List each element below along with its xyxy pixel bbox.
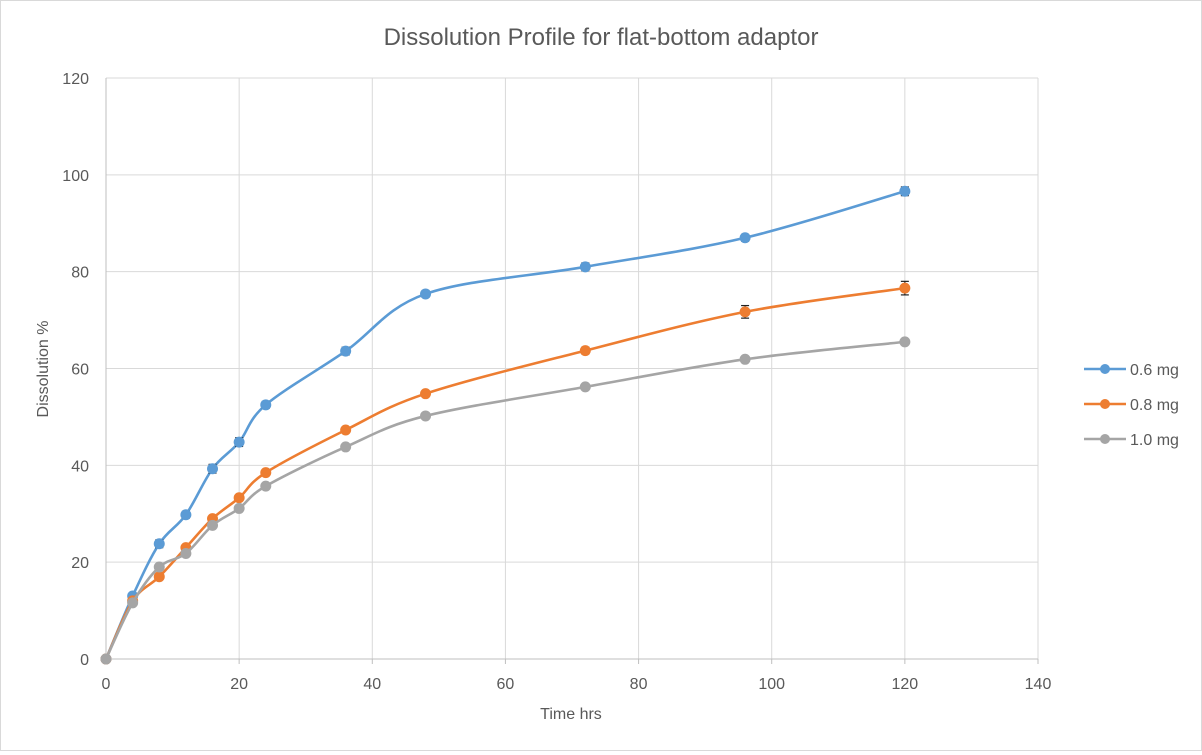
data-point xyxy=(579,261,591,273)
data-point xyxy=(340,424,352,436)
data-point xyxy=(153,571,165,583)
y-tick-label: 40 xyxy=(71,458,89,475)
series-2 xyxy=(100,336,911,665)
legend-label: 0.6 mg xyxy=(1130,362,1179,379)
axes: 0 20 40 60 80 100 120 0 20 40 60 80 100 120 140 xyxy=(62,71,1051,693)
data-point xyxy=(233,436,245,448)
data-point xyxy=(233,492,245,504)
data-point xyxy=(180,547,192,559)
data-point xyxy=(739,306,751,318)
data-point xyxy=(340,441,352,453)
legend-marker xyxy=(1100,364,1110,374)
data-point xyxy=(739,353,751,365)
chart-title: Dissolution Profile for flat-bottom adap… xyxy=(384,24,819,51)
y-tick-label: 20 xyxy=(71,555,89,572)
y-tick-label: 60 xyxy=(71,362,89,379)
legend-label: 1.0 mg xyxy=(1130,432,1179,449)
y-axis-label: Dissolution % xyxy=(35,321,52,418)
data-point xyxy=(100,653,112,665)
data-point xyxy=(233,502,245,514)
data-point xyxy=(180,509,192,521)
x-tick-label: 100 xyxy=(758,676,785,693)
data-point xyxy=(579,381,591,393)
data-point xyxy=(579,345,591,357)
grid xyxy=(106,77,1039,659)
y-tick-label: 120 xyxy=(62,71,89,88)
x-tick-label: 0 xyxy=(102,676,111,693)
y-tick-label: 100 xyxy=(62,168,89,185)
data-point xyxy=(260,467,272,479)
legend: 0.6 mg 0.8 mg 1.0 mg xyxy=(1084,362,1179,449)
data-point xyxy=(340,345,352,357)
legend-marker xyxy=(1100,399,1110,409)
data-point xyxy=(153,538,165,550)
x-tick-label: 20 xyxy=(230,676,248,693)
y-tick-label: 0 xyxy=(80,652,89,669)
legend-item: 1.0 mg xyxy=(1084,432,1179,449)
data-point xyxy=(207,519,219,531)
data-point xyxy=(899,282,911,294)
data-point xyxy=(899,336,911,348)
data-point xyxy=(153,561,165,573)
y-tick-label: 80 xyxy=(71,265,89,282)
data-point xyxy=(207,463,219,475)
x-tick-label: 80 xyxy=(630,676,648,693)
data-point xyxy=(899,185,911,197)
x-tick-label: 40 xyxy=(363,676,381,693)
legend-label: 0.8 mg xyxy=(1130,397,1179,414)
data-point xyxy=(739,232,751,244)
data-point xyxy=(127,597,139,609)
data-point xyxy=(420,388,432,400)
x-axis-label: Time hrs xyxy=(540,706,602,723)
x-tick-label: 140 xyxy=(1025,676,1052,693)
legend-item: 0.8 mg xyxy=(1084,397,1179,414)
data-point xyxy=(420,410,432,422)
data-point xyxy=(420,288,432,300)
series-layer xyxy=(100,185,911,665)
x-tick-label: 60 xyxy=(497,676,515,693)
legend-item: 0.6 mg xyxy=(1084,362,1179,379)
x-tick-label: 120 xyxy=(892,676,919,693)
data-point xyxy=(260,399,272,411)
legend-marker xyxy=(1100,434,1110,444)
data-point xyxy=(260,480,272,492)
